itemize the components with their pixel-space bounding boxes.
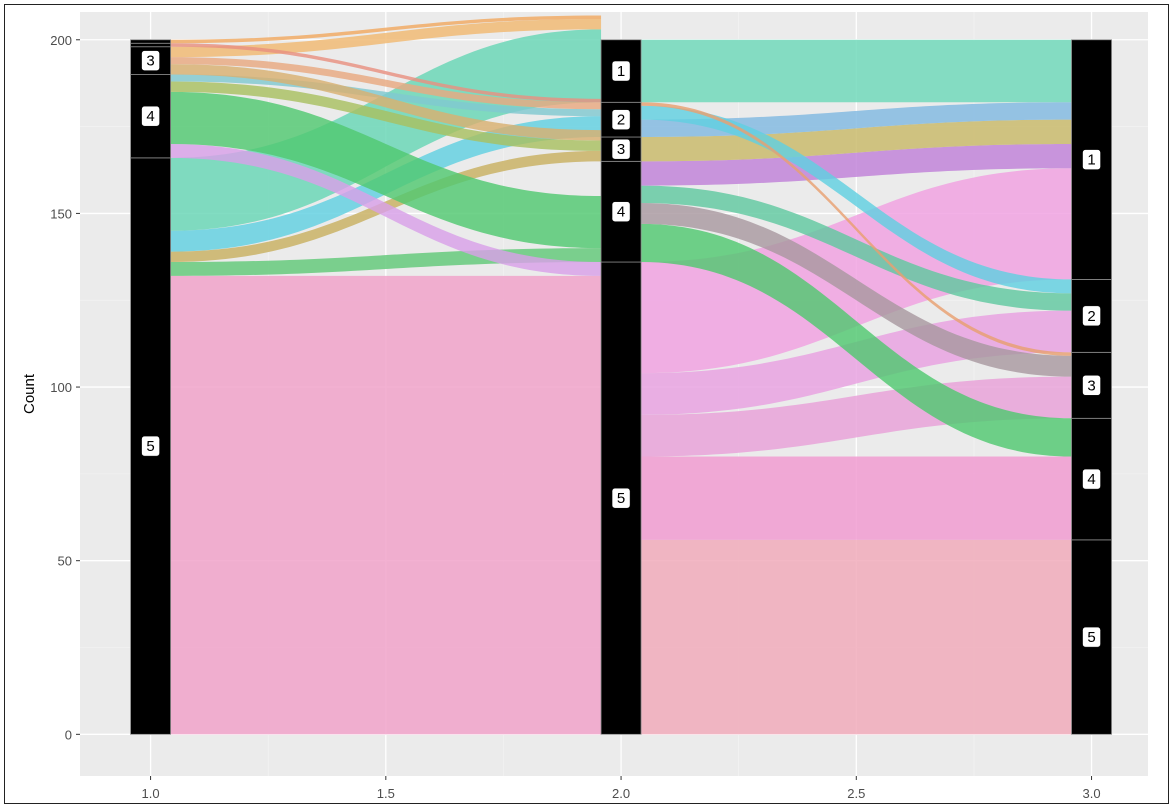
flow-ribbon: [170, 57, 602, 110]
stratum-label-text: 3: [146, 53, 154, 70]
flow-ribbon: [641, 310, 1072, 415]
stratum-label: 5: [141, 435, 160, 457]
stratum-label-box: [611, 138, 631, 160]
flow-ribbon: [641, 168, 1072, 374]
stratum-label: 4: [141, 105, 160, 127]
stratum-label-text: 3: [617, 141, 625, 158]
flow-ribbon: [170, 29, 602, 231]
stratum-label-text: 4: [146, 108, 154, 125]
stratum-label-box: [141, 435, 160, 457]
flow-ribbon: [641, 203, 1072, 377]
flow-ribbon: [641, 143, 1072, 186]
stratum-label: 4: [611, 201, 631, 222]
flow-ribbon: [170, 43, 602, 103]
stratum-label: 5: [611, 487, 631, 509]
flow-ribbon: [170, 74, 602, 117]
stratum-label-text: 2: [1087, 308, 1095, 325]
flow-ribbon: [170, 91, 602, 249]
stratum-label-text: 4: [1087, 471, 1095, 488]
flow-ribbon: [641, 102, 1072, 356]
y-tick-label: 0: [65, 727, 72, 742]
stratum-label: 2: [611, 109, 631, 130]
y-tick-label: 50: [58, 554, 72, 569]
x-tick-label: 3.0: [1083, 786, 1101, 801]
stratum-bar: [130, 39, 171, 44]
stratum-label-box: [141, 50, 160, 71]
flow-ribbon: [170, 81, 602, 151]
stratum-bar: [130, 42, 171, 48]
stratum-label: 3: [1082, 375, 1101, 396]
x-axis-ticks: 1.0 1.5 2.0 2.5 3.0: [142, 776, 1101, 801]
stratum-label-box: [611, 109, 631, 130]
stratum-label: 1: [1082, 149, 1101, 170]
flow-ribbon: [170, 275, 602, 735]
stratum-label: 4: [1082, 468, 1101, 490]
flow-ribbon: [641, 39, 1072, 103]
stratum-label-box: [1082, 375, 1101, 396]
flow-ribbon: [170, 15, 602, 44]
flow-ribbon: [170, 143, 602, 276]
flow-ribbons: [170, 15, 1072, 735]
flow-ribbon: [641, 105, 1072, 294]
x-tick-label: 2.5: [847, 786, 865, 801]
stratum-bar: [1071, 278, 1112, 353]
stratum-label: 2: [1082, 305, 1101, 327]
stratum-label-box: [1082, 468, 1101, 490]
stratum-label: 1: [611, 60, 631, 82]
y-axis-title: Count: [21, 373, 38, 414]
flow-ribbon: [170, 18, 602, 58]
y-tick-label: 200: [50, 33, 72, 48]
stratum-label-box: [1082, 305, 1101, 327]
flow-ribbon: [641, 539, 1072, 735]
x-tick-label: 1.0: [142, 786, 160, 801]
flow-ribbon: [641, 119, 1072, 162]
flow-ribbon: [641, 223, 1072, 457]
flow-ribbon: [170, 64, 602, 141]
stratum-label: 5: [1082, 626, 1101, 648]
stratum-label: 3: [611, 138, 631, 160]
stratum-labels: 5 4 3 5 4 3 2 1 5 4 3 2 1: [141, 50, 1101, 648]
stratum-label-text: 5: [617, 490, 625, 507]
stratum-label-text: 5: [146, 438, 154, 455]
stratum-label-box: [611, 60, 631, 82]
stratum-label-box: [141, 105, 160, 127]
stratum-label-text: 4: [617, 204, 625, 221]
y-axis-ticks: 0 50 100 150 200: [50, 33, 80, 742]
y-tick-label: 100: [50, 380, 72, 395]
x-tick-label: 1.5: [377, 786, 395, 801]
stratum-label-text: 2: [617, 112, 625, 129]
stratum-label-text: 1: [1087, 152, 1095, 169]
stratum-label-text: 5: [1087, 629, 1095, 646]
stratum-label: 3: [141, 50, 160, 71]
x-tick-label: 2.0: [612, 786, 630, 801]
stratum-label-box: [1082, 149, 1101, 170]
flow-ribbon: [641, 185, 1072, 311]
stratum-label-text: 1: [617, 63, 625, 80]
stratum-label-box: [611, 487, 631, 509]
stratum-label-box: [1082, 626, 1101, 648]
flow-ribbon: [641, 456, 1072, 540]
stratum-label-box: [611, 201, 631, 222]
stratum-label-text: 3: [1087, 377, 1095, 394]
strata-bars: [130, 39, 1112, 735]
y-tick-label: 150: [50, 206, 72, 221]
